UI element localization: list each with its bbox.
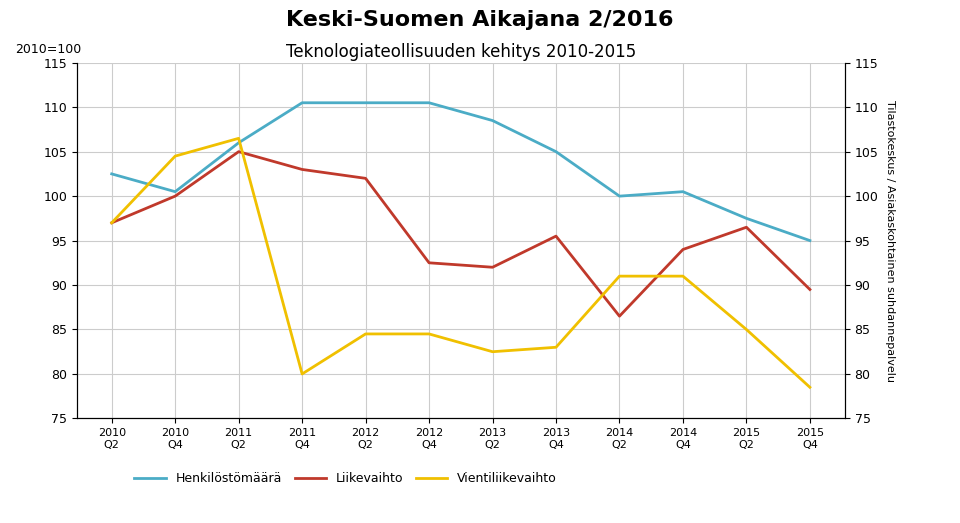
Y-axis label: Tilastokeskus / Asiakaskohtainen suhdannepalvelu: Tilastokeskus / Asiakaskohtainen suhdann… (885, 99, 895, 382)
Henkilöstömäärä (297, 99, 308, 106)
Vientiliikevaihto (804, 384, 816, 390)
Vientiliikevaihto (423, 331, 435, 337)
Line: Vientiliikevaihto: Vientiliikevaihto (111, 138, 810, 387)
Liikevaihto (106, 220, 117, 226)
Liikevaihto (169, 193, 180, 199)
Vientiliikevaihto (677, 273, 688, 279)
Liikevaihto (360, 175, 372, 181)
Text: 2010=100: 2010=100 (15, 43, 82, 55)
Liikevaihto (233, 149, 245, 155)
Henkilöstömäärä (487, 117, 498, 123)
Liikevaihto (423, 259, 435, 266)
Line: Henkilöstömäärä: Henkilöstömäärä (111, 103, 810, 241)
Line: Liikevaihto: Liikevaihto (111, 152, 810, 316)
Text: Keski-Suomen Aikajana 2/2016: Keski-Suomen Aikajana 2/2016 (286, 10, 674, 30)
Vientiliikevaihto (360, 331, 372, 337)
Vientiliikevaihto (487, 348, 498, 355)
Vientiliikevaihto (550, 344, 562, 350)
Liikevaihto (804, 286, 816, 292)
Henkilöstömäärä (741, 215, 753, 222)
Henkilöstömäärä (106, 170, 117, 177)
Liikevaihto (677, 246, 688, 253)
Vientiliikevaihto (233, 135, 245, 141)
Legend: Henkilöstömäärä, Liikevaihto, Vientiliikevaihto: Henkilöstömäärä, Liikevaihto, Vientiliik… (130, 468, 562, 491)
Vientiliikevaihto (106, 220, 117, 226)
Henkilöstömäärä (423, 99, 435, 106)
Henkilöstömäärä (804, 237, 816, 244)
Vientiliikevaihto (169, 153, 180, 159)
Vientiliikevaihto (613, 273, 625, 279)
Vientiliikevaihto (741, 326, 753, 333)
Henkilöstömäärä (360, 99, 372, 106)
Henkilöstömäärä (677, 188, 688, 195)
Liikevaihto (487, 264, 498, 270)
Vientiliikevaihto (297, 371, 308, 377)
Liikevaihto (741, 224, 753, 230)
Henkilöstömäärä (233, 140, 245, 146)
Liikevaihto (613, 313, 625, 319)
Henkilöstömäärä (169, 188, 180, 195)
Henkilöstömäärä (613, 193, 625, 199)
Liikevaihto (297, 166, 308, 173)
Title: Teknologiateollisuuden kehitys 2010-2015: Teknologiateollisuuden kehitys 2010-2015 (286, 43, 636, 61)
Liikevaihto (550, 233, 562, 239)
Henkilöstömäärä (550, 149, 562, 155)
